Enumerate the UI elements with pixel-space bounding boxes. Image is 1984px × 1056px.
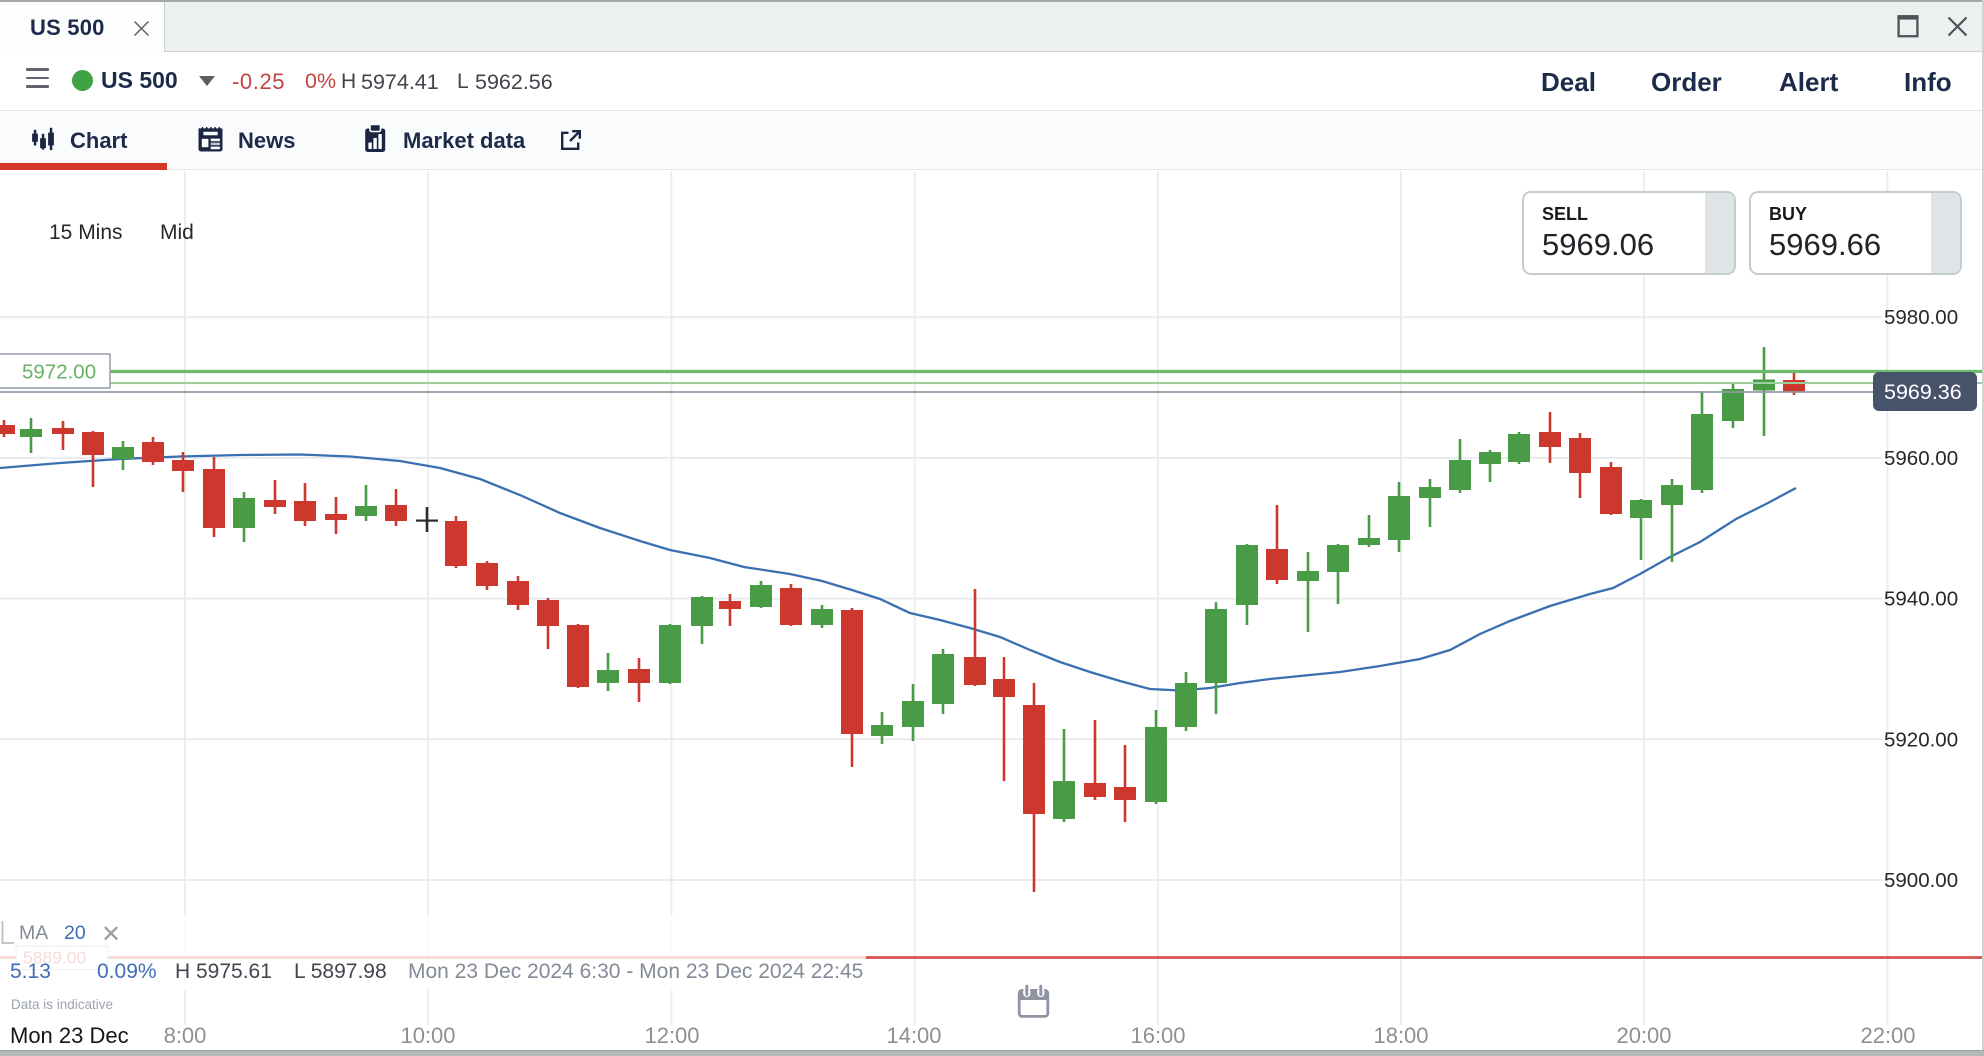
svg-text:MA: MA xyxy=(19,922,48,944)
svg-text:Data is indicative: Data is indicative xyxy=(11,997,113,1012)
svg-text:14:00: 14:00 xyxy=(886,1023,941,1048)
svg-text:18:00: 18:00 xyxy=(1373,1023,1428,1048)
svg-text:0.09%: 0.09% xyxy=(97,960,157,983)
svg-text:5.13: 5.13 xyxy=(10,960,51,983)
svg-text:10:00: 10:00 xyxy=(400,1023,455,1048)
svg-text:20:00: 20:00 xyxy=(1616,1023,1671,1048)
svg-text:Mon 23 Dec 2024 6:30 - Mon 23: Mon 23 Dec 2024 6:30 - Mon 23 Dec 2024 2… xyxy=(408,960,863,983)
svg-text:✕: ✕ xyxy=(101,921,121,948)
svg-text:20: 20 xyxy=(64,922,86,944)
svg-text:5960.00: 5960.00 xyxy=(1884,447,1958,470)
svg-text:12:00: 12:00 xyxy=(644,1023,699,1048)
svg-text:16:00: 16:00 xyxy=(1130,1023,1185,1048)
svg-text:5900.00: 5900.00 xyxy=(1884,869,1958,892)
svg-text:5940.00: 5940.00 xyxy=(1884,588,1958,611)
svg-text:Mon 23 Dec: Mon 23 Dec xyxy=(10,1023,129,1048)
svg-text:8:00: 8:00 xyxy=(164,1023,207,1048)
svg-text:5972.00: 5972.00 xyxy=(22,361,96,384)
svg-text:5980.00: 5980.00 xyxy=(1884,306,1958,329)
svg-text:22:00: 22:00 xyxy=(1860,1023,1915,1048)
svg-text:5969.36: 5969.36 xyxy=(1884,380,1962,404)
svg-text:L 5897.98: L 5897.98 xyxy=(294,960,387,983)
svg-text:5920.00: 5920.00 xyxy=(1884,728,1958,751)
svg-text:H 5975.61: H 5975.61 xyxy=(175,960,272,983)
